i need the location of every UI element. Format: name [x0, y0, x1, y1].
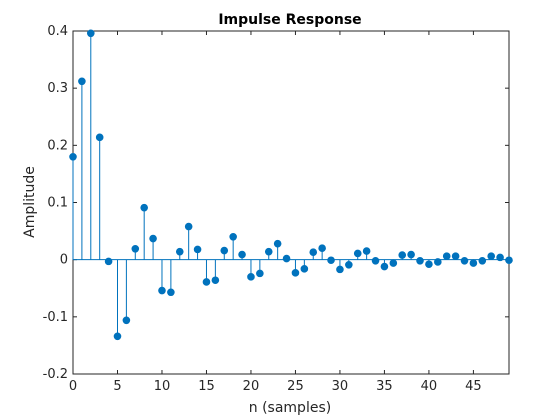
y-tick-label: 0.4	[47, 24, 68, 39]
stem-marker	[336, 265, 344, 274]
stem-marker	[442, 252, 451, 261]
y-tick-label: 0.3	[47, 81, 68, 96]
stem-marker	[282, 254, 291, 263]
stem-marker	[469, 259, 478, 267]
y-tick-label: 0	[60, 253, 68, 268]
stem-marker	[256, 269, 264, 278]
stem-marker	[496, 253, 504, 262]
stem-marker	[238, 250, 246, 259]
stem-marker	[380, 262, 389, 271]
x-tick-label: 15	[198, 379, 215, 394]
stem-marker	[184, 222, 193, 231]
stem-marker	[505, 256, 513, 265]
stem-marker	[425, 260, 433, 269]
stem-marker	[104, 257, 113, 266]
stem-marker	[175, 247, 184, 256]
x-tick-label: 10	[154, 379, 171, 394]
stem-marker	[69, 152, 77, 161]
stem-marker	[95, 133, 104, 142]
y-axis-label: Amplitude	[22, 166, 38, 238]
stem-marker	[300, 265, 309, 273]
stem-marker	[167, 288, 175, 297]
x-tick-label: 40	[421, 379, 438, 394]
stem-marker	[460, 257, 469, 265]
stem-marker	[264, 247, 273, 256]
stem-marker	[318, 244, 326, 253]
stem-marker	[229, 233, 237, 241]
stem-marker	[131, 245, 140, 253]
x-tick-label: 20	[243, 379, 260, 394]
stem-marker	[327, 256, 335, 265]
stem-marker	[202, 278, 211, 286]
x-tick-label: 35	[376, 379, 393, 394]
stem-marker	[78, 77, 86, 86]
stem-marker	[398, 251, 407, 259]
x-tick-label: 45	[465, 379, 482, 394]
y-tick-label: -0.1	[43, 310, 68, 325]
stem-marker	[140, 203, 148, 212]
x-tick-label: 25	[287, 379, 304, 394]
stem-marker	[407, 250, 415, 259]
stem-marker	[353, 249, 362, 258]
stem-marker	[247, 273, 255, 281]
stem-marker	[86, 29, 95, 38]
stem-marker	[362, 247, 371, 255]
stem-marker	[291, 269, 300, 277]
stem-marker	[345, 261, 353, 269]
stem-marker	[371, 257, 380, 265]
stem-marker	[478, 257, 487, 265]
stem-marker	[434, 258, 442, 266]
stem-marker	[451, 252, 460, 261]
stem-marker	[389, 259, 398, 267]
x-axis-label: n (samples)	[249, 400, 331, 416]
stem-marker	[122, 316, 131, 325]
stem-marker	[309, 248, 318, 257]
stem-marker	[487, 252, 496, 261]
stem-marker	[416, 257, 424, 265]
stem-marker	[149, 234, 157, 243]
y-tick-label: 0.2	[47, 138, 68, 153]
stem-marker	[193, 245, 202, 254]
x-tick-label: 5	[113, 379, 121, 394]
chart-title: Impulse Response	[218, 12, 361, 28]
axes-box	[72, 30, 510, 375]
stem-marker	[220, 246, 229, 255]
stem-marker	[158, 286, 166, 295]
stem-marker	[273, 239, 282, 248]
stem-marker	[211, 276, 220, 285]
stem-marker	[113, 332, 122, 341]
x-tick-label: 0	[69, 379, 77, 394]
y-tick-label: -0.2	[43, 367, 68, 382]
y-tick-label: 0.1	[47, 196, 68, 211]
x-tick-label: 30	[332, 379, 349, 394]
